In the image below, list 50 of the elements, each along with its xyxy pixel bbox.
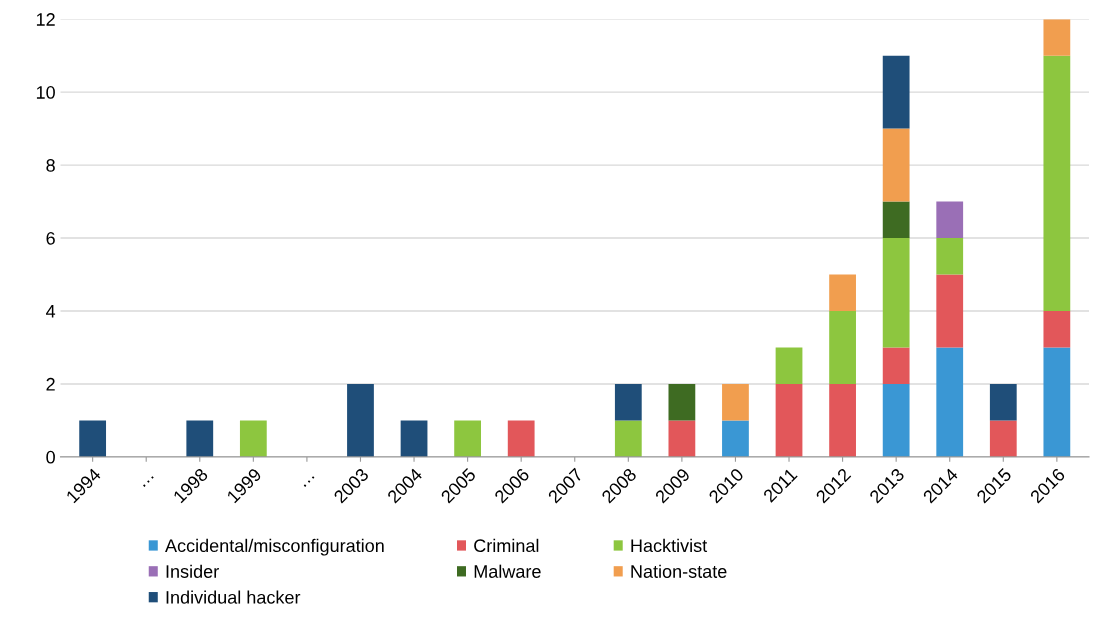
bar <box>882 55 910 129</box>
x-tick-label: … <box>143 476 154 487</box>
y-tick-label: 10 <box>36 86 55 99</box>
bar <box>1043 19 1071 56</box>
bar <box>507 420 535 457</box>
bar <box>614 420 642 457</box>
bar <box>347 383 374 457</box>
bar <box>668 383 696 421</box>
bar <box>668 420 696 457</box>
bar <box>614 383 642 421</box>
bar <box>882 201 910 239</box>
y-tick-label: 0 <box>46 450 55 464</box>
y-tick-label: 12 <box>36 13 55 26</box>
bar <box>829 274 856 311</box>
legend-label: Accidental/misconfiguration <box>165 538 384 556</box>
bar <box>882 128 910 202</box>
legend-label: Individual hacker <box>166 590 301 604</box>
bar <box>400 420 428 457</box>
y-tick-label: 4 <box>46 305 56 318</box>
bar <box>936 274 964 348</box>
bar <box>1043 347 1071 457</box>
bar <box>722 383 749 421</box>
bar <box>882 347 910 384</box>
legend-label: Nation-state <box>631 564 727 578</box>
bar <box>989 383 1017 421</box>
bar <box>775 383 803 457</box>
bar <box>882 383 910 457</box>
bar <box>936 347 964 457</box>
bar <box>936 238 964 275</box>
bar <box>829 383 856 457</box>
legend-label: Criminal <box>474 538 539 553</box>
bar <box>936 201 964 239</box>
bar <box>239 420 267 457</box>
bar <box>1043 310 1071 348</box>
legend-label: Insider <box>166 564 219 578</box>
y-tick-label: 6 <box>46 231 55 245</box>
bar <box>829 310 856 384</box>
bar <box>79 420 107 457</box>
bar <box>454 420 482 457</box>
bar <box>882 238 910 348</box>
legend-label: Hacktivist <box>631 538 708 553</box>
legend-label: Malware <box>474 564 541 578</box>
bar <box>775 347 803 384</box>
y-tick-label: 8 <box>46 159 55 172</box>
x-tick-label: … <box>303 476 315 487</box>
bar <box>186 420 214 457</box>
bar <box>989 420 1017 457</box>
bar <box>722 420 749 457</box>
bar <box>1043 55 1071 311</box>
y-tick-label: 2 <box>46 377 55 391</box>
